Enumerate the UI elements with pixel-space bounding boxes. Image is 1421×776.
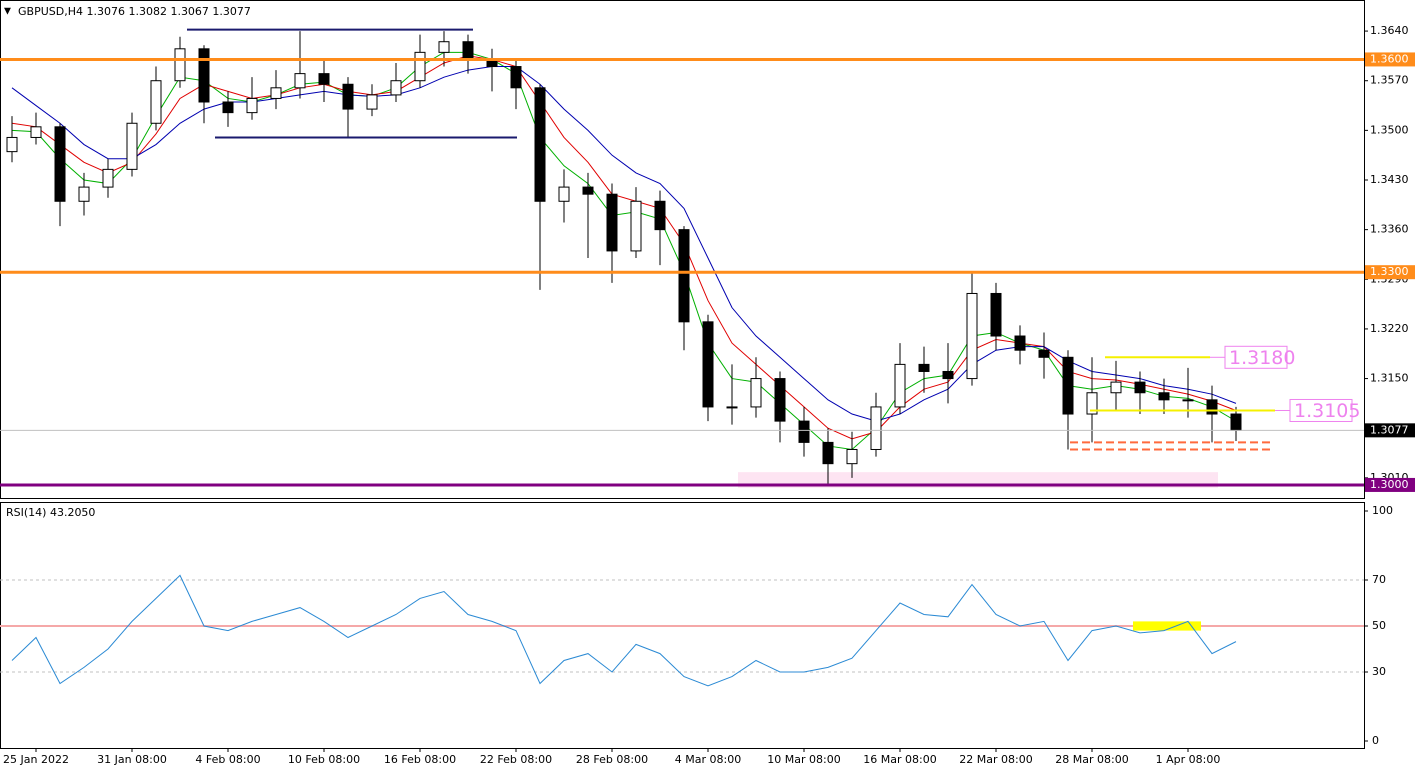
x-tick-label: 28 Mar 08:00 xyxy=(1055,753,1128,766)
y-tick-label: 1.3430 xyxy=(1370,173,1409,186)
y-tick-label: 30 xyxy=(1372,665,1386,678)
level-label: 1.3105 xyxy=(1294,400,1360,422)
candle-body xyxy=(582,186,594,195)
candle-body xyxy=(822,441,834,465)
candle-body xyxy=(798,420,810,443)
candle-body xyxy=(1230,413,1242,431)
level-label-box xyxy=(1365,52,1415,67)
candle-body xyxy=(1062,356,1074,415)
candle-body xyxy=(390,80,402,96)
candle-body xyxy=(558,186,570,202)
y-tick-label: 1.3220 xyxy=(1370,322,1409,335)
candle-body xyxy=(342,83,354,110)
candle-body xyxy=(750,378,762,408)
candle-body xyxy=(126,122,138,170)
candle-body xyxy=(270,87,282,99)
moving-average xyxy=(11,66,1237,422)
level-label: 1.3300 xyxy=(1370,265,1409,278)
candle-body xyxy=(1206,399,1218,415)
candle-body xyxy=(630,200,642,252)
candle-body xyxy=(1038,349,1050,358)
candle-body xyxy=(918,363,930,372)
x-tick-label: 22 Mar 08:00 xyxy=(959,753,1032,766)
y-tick-label: 1.3640 xyxy=(1370,24,1409,37)
candle-body xyxy=(462,41,474,60)
level-label-box xyxy=(1289,398,1353,422)
zone xyxy=(1133,621,1201,631)
candle-body xyxy=(54,126,66,202)
candle-body xyxy=(102,168,114,188)
candle-body xyxy=(894,363,906,408)
y-tick-label: 70 xyxy=(1372,573,1386,586)
candle-body xyxy=(606,193,618,252)
candle-body xyxy=(174,48,186,82)
candle-body xyxy=(774,378,786,422)
candle-body xyxy=(414,51,426,82)
candle-body xyxy=(246,97,258,114)
candle-body xyxy=(222,101,234,114)
level-label-box xyxy=(1224,345,1288,369)
candle-body xyxy=(78,186,90,202)
candle-body xyxy=(30,126,42,138)
level-label-box xyxy=(1365,477,1415,492)
candle-body xyxy=(1014,335,1026,351)
candle-body xyxy=(534,87,546,202)
rsi-title: RSI(14) 43.2050 xyxy=(6,506,95,519)
candle-body xyxy=(1134,381,1146,394)
x-tick-label: 10 Feb 08:00 xyxy=(288,753,360,766)
candle-body xyxy=(438,41,450,53)
x-tick-label: 16 Mar 08:00 xyxy=(863,753,936,766)
candle-body xyxy=(294,73,306,89)
candle-body xyxy=(198,48,210,103)
y-tick-label: 100 xyxy=(1372,504,1393,517)
candle-body xyxy=(1086,392,1098,415)
candle-body xyxy=(654,200,666,231)
candle-body xyxy=(678,229,690,323)
x-tick-label: 16 Feb 08:00 xyxy=(384,753,456,766)
candle-body xyxy=(510,66,522,89)
candle-body xyxy=(318,73,330,85)
y-tick-label: 1.3150 xyxy=(1370,372,1409,385)
moving-average xyxy=(11,55,1237,440)
level-label: 1.3180 xyxy=(1229,347,1295,369)
candle-body xyxy=(966,292,978,380)
rsi-line xyxy=(11,574,1237,687)
x-tick-label: 28 Feb 08:00 xyxy=(576,753,648,766)
current-price-label: 1.3077 xyxy=(1370,423,1409,436)
moving-average xyxy=(11,51,1237,451)
candle-body xyxy=(942,370,954,380)
candle-body xyxy=(702,321,714,408)
x-tick-label: 1 Apr 08:00 xyxy=(1156,753,1221,766)
menu-arrow: ▼ xyxy=(4,7,11,17)
y-tick-label: 1.3500 xyxy=(1370,123,1409,136)
y-tick-label: 1.3360 xyxy=(1370,223,1409,236)
price-panel xyxy=(0,0,1365,499)
candle-body xyxy=(990,292,1002,337)
level-label: 1.3000 xyxy=(1370,478,1409,491)
x-tick-label: 4 Feb 08:00 xyxy=(195,753,260,766)
level-label-box xyxy=(1365,265,1415,280)
candle-body xyxy=(870,406,882,450)
candle-body xyxy=(1158,392,1170,401)
x-tick-label: 25 Jan 2022 xyxy=(3,753,69,766)
y-tick-label: 0 xyxy=(1372,734,1379,747)
x-tick-label: 31 Jan 08:00 xyxy=(97,753,167,766)
x-tick-label: 4 Mar 08:00 xyxy=(675,753,741,766)
candle-body xyxy=(1182,399,1194,402)
candle-body xyxy=(846,448,858,465)
chart-title: GBPUSD,H4 1.3076 1.3082 1.3067 1.3077 xyxy=(18,5,251,18)
y-tick-label: 1.3570 xyxy=(1370,74,1409,87)
y-tick-label: 50 xyxy=(1372,619,1386,632)
candle-body xyxy=(366,94,378,110)
level-label: 1.3600 xyxy=(1370,52,1409,65)
candle-body xyxy=(726,406,738,409)
current-price-box xyxy=(1365,423,1415,438)
candle-body xyxy=(1110,381,1122,394)
x-tick-label: 22 Feb 08:00 xyxy=(480,753,552,766)
x-tick-label: 10 Mar 08:00 xyxy=(767,753,840,766)
candle-body xyxy=(6,136,18,153)
candle-body xyxy=(150,80,162,124)
